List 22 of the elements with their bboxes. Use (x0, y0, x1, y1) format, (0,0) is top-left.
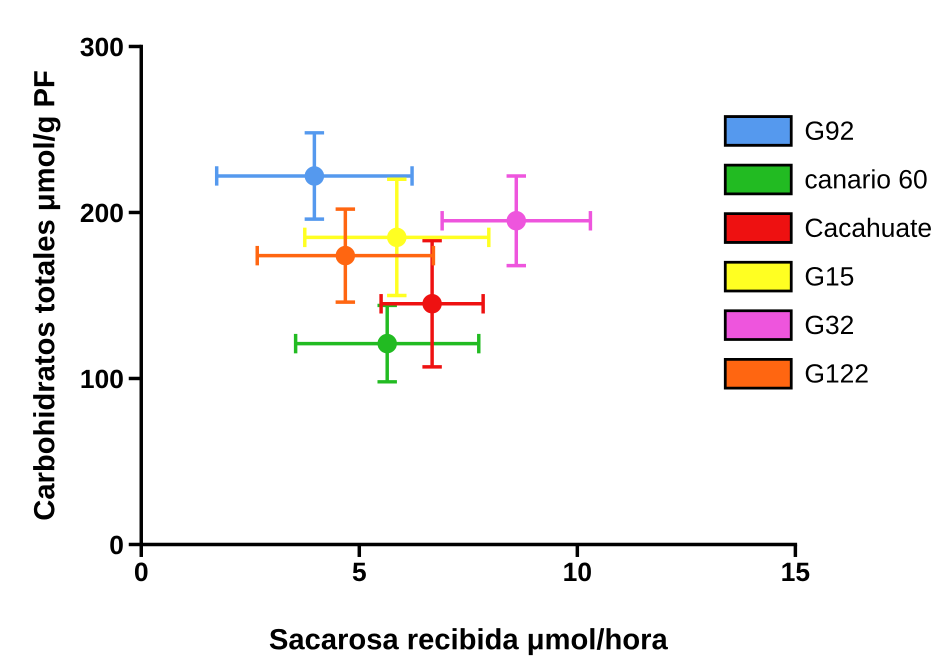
legend-label: Cacahuate (806, 218, 931, 238)
legend-label: canario 60 (806, 169, 927, 189)
legend-label: G32 (806, 316, 853, 334)
point (377, 334, 397, 354)
point (387, 228, 407, 248)
y-tick-label: 200 (80, 204, 123, 222)
x-tick-label: 5 (352, 562, 366, 582)
point (336, 246, 356, 266)
x-tick-label: 15 (782, 562, 810, 582)
y-tick-label: 100 (82, 370, 123, 388)
point (506, 211, 526, 231)
y-tick-label: 300 (80, 38, 123, 56)
x-tick-label: 0 (134, 562, 148, 582)
legend-label: G122 (806, 364, 868, 383)
x-axis-title: Sacarosa recibida μmol/hora (270, 628, 668, 656)
y-axis-title: Carbohidratos totales μmol/g PF (33, 71, 60, 520)
x-tick-label: 10 (564, 562, 591, 582)
y-tick-label: 0 (110, 536, 123, 554)
point (422, 294, 442, 314)
legend-label: G15 (806, 267, 854, 286)
legend-label: G92 (806, 121, 853, 140)
point (304, 166, 324, 186)
